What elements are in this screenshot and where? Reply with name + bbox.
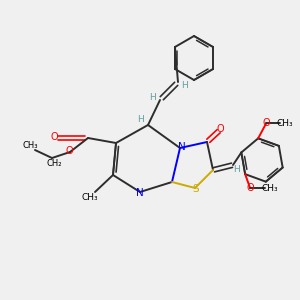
Text: H: H: [181, 82, 188, 91]
Text: CH₃: CH₃: [82, 194, 98, 202]
Text: S: S: [193, 184, 199, 194]
Text: O: O: [262, 118, 270, 128]
Text: H: H: [148, 94, 155, 103]
Text: CH₃: CH₃: [22, 140, 38, 149]
Text: O: O: [50, 132, 58, 142]
Text: H: H: [136, 116, 143, 124]
Text: N: N: [178, 142, 186, 152]
Text: O: O: [246, 183, 254, 193]
Text: H: H: [234, 166, 240, 175]
Text: O: O: [65, 146, 73, 156]
Text: CH₂: CH₂: [46, 160, 62, 169]
Text: N: N: [136, 188, 144, 198]
Text: CH₃: CH₃: [277, 119, 293, 128]
Text: CH₃: CH₃: [262, 184, 278, 193]
Text: O: O: [216, 124, 224, 134]
